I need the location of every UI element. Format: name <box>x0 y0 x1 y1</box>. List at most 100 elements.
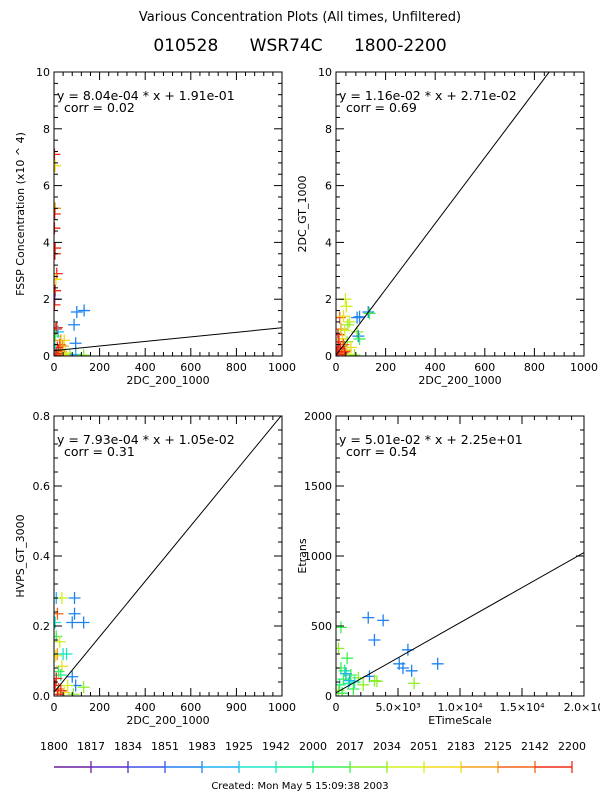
fit-equation: y = 1.16e-02 * x + 2.71e-02 <box>339 88 517 103</box>
x-tick-label: 600 <box>180 361 201 374</box>
data-point <box>54 684 67 696</box>
x-tick-label: 1000 <box>268 361 296 374</box>
data-point <box>336 332 349 345</box>
x-tick-label: 1.0×10⁴ <box>437 701 483 714</box>
time-color-legend: 1800 1817 1834 1851 1983 1925 1942 2000 2017 2034… <box>40 740 586 773</box>
x-tick-label: 900 <box>226 701 247 714</box>
data-point <box>68 318 81 331</box>
time-label: 2000 <box>299 740 327 753</box>
y-tick-label: 0.0 <box>33 690 51 703</box>
x-tick-label: 200 <box>375 361 396 374</box>
x-tick-label: 400 <box>425 361 446 374</box>
fit-equation: y = 5.01e-02 * x + 2.25e+01 <box>339 432 523 447</box>
x-tick-label: 0 <box>51 361 58 374</box>
x-tick-label: 0 <box>333 361 340 374</box>
time-label: 1817 <box>77 740 105 753</box>
data-point <box>60 648 73 660</box>
x-tick-label: 200 <box>89 701 110 714</box>
data-point <box>363 307 376 320</box>
data-point <box>344 669 357 681</box>
data-point <box>341 318 354 331</box>
y-tick-label: 4 <box>325 236 332 249</box>
data-point <box>66 670 79 683</box>
data-point <box>336 348 345 356</box>
data-point <box>353 332 366 345</box>
x-tick-label: 0 <box>333 701 340 714</box>
data-point <box>54 349 62 356</box>
correlation-text: corr = 0.69 <box>346 100 417 115</box>
data-point <box>405 664 418 677</box>
data-point <box>362 611 375 624</box>
data-point <box>54 208 61 220</box>
y-tick-label: 10 <box>36 66 50 79</box>
data-point <box>368 634 381 646</box>
data-point <box>336 678 346 691</box>
data-point <box>54 630 63 643</box>
x-tick-label: 1.5×10⁴ <box>499 701 545 714</box>
data-point <box>77 681 90 694</box>
data-point <box>344 341 357 354</box>
y-tick-label: 0.2 <box>33 620 51 633</box>
data-point <box>54 159 62 172</box>
regression-line <box>54 416 282 693</box>
y-tick-label: 0 <box>325 690 332 703</box>
data-point <box>341 652 354 665</box>
plot-frame <box>335 71 585 357</box>
data-point <box>54 688 64 696</box>
time-label: 2125 <box>484 740 512 753</box>
scatter-points <box>54 148 91 356</box>
time-label: 2142 <box>521 740 549 753</box>
data-point <box>68 607 81 620</box>
data-point <box>408 677 421 690</box>
y-tick-label: 10 <box>318 66 332 79</box>
data-point <box>368 674 381 687</box>
fit-equation: y = 7.93e-04 * x + 1.05e-02 <box>57 432 235 447</box>
x-tick-label: 800 <box>226 361 247 374</box>
data-point <box>377 614 390 627</box>
scatter-points <box>54 592 90 696</box>
data-point <box>339 667 352 680</box>
data-point <box>431 657 444 670</box>
data-point <box>54 273 62 286</box>
y-tick-label: 4 <box>43 236 50 249</box>
y-tick-label: 0.6 <box>33 480 51 493</box>
data-point <box>77 349 90 356</box>
y-tick-label: 8 <box>43 123 50 136</box>
time-label: 2034 <box>373 740 401 753</box>
y-tick-label: 6 <box>43 180 50 193</box>
x-tick-label: 600 <box>180 701 201 714</box>
y-axis-label: Etrans <box>296 538 309 573</box>
data-point <box>357 678 370 691</box>
y-tick-label: 2 <box>43 293 50 306</box>
correlation-text: corr = 0.31 <box>64 444 135 459</box>
x-tick-label: 200 <box>89 361 110 374</box>
x-tick-label: 1000 <box>570 361 598 374</box>
time-label: 2051 <box>410 740 438 753</box>
data-point <box>54 267 63 280</box>
data-point <box>54 649 62 662</box>
x-tick-label: 600 <box>474 361 495 374</box>
regression-line <box>54 327 282 352</box>
x-axis-label: 2DC_200_1000 <box>126 374 209 387</box>
time-label: 1983 <box>188 740 216 753</box>
figure-title: Various Concentration Plots (All times, … <box>138 10 462 25</box>
y-tick-label: 0 <box>43 350 50 363</box>
data-point <box>336 621 347 634</box>
x-tick-label: 5.0×10³ <box>375 701 420 714</box>
y-tick-label: 500 <box>311 620 332 633</box>
x-tick-label: 400 <box>135 701 156 714</box>
y-tick-label: 1500 <box>304 480 332 493</box>
time-label: 2017 <box>336 740 364 753</box>
data-point <box>54 635 66 648</box>
scatter-panel-hvps-gt-3000: 0 200 400 600 900 1000 0.0 0.2 0.4 0.6 0.8 2DC_200_… <box>14 410 296 727</box>
data-point <box>78 304 91 317</box>
figure-subtitle: 010528 WSR74C 1800-2200 <box>153 36 447 56</box>
data-point <box>67 688 80 696</box>
time-label: 2183 <box>447 740 475 753</box>
y-axis-label: HVPS_GT_3000 <box>14 514 27 597</box>
data-point <box>77 616 90 629</box>
created-timestamp: Created: Mon May 5 15:09:38 2003 <box>211 781 389 792</box>
x-tick-label: 1000 <box>268 701 296 714</box>
data-point <box>343 315 356 328</box>
